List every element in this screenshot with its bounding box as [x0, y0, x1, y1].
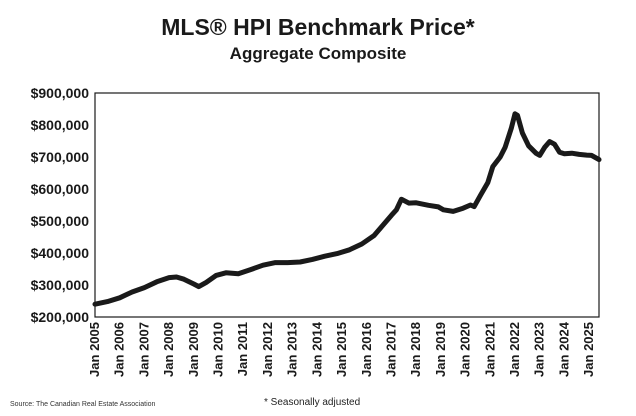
y-tick-label: $500,000 — [31, 213, 90, 229]
x-tick-label: Jan 2017 — [383, 322, 398, 377]
x-tick-label: Jan 2015 — [334, 322, 349, 377]
y-tick-label: $200,000 — [31, 309, 90, 325]
x-tick-label: Jan 2022 — [507, 322, 522, 377]
source-note: Source: The Canadian Real Estate Associa… — [10, 401, 156, 408]
y-tick-label: $700,000 — [31, 149, 90, 165]
x-tick-label: Jan 2019 — [433, 322, 448, 377]
chart-subtitle: Aggregate Composite — [229, 44, 407, 63]
x-tick-label: Jan 2012 — [260, 322, 275, 377]
plot-area-frame — [94, 92, 600, 318]
chart-title: MLS® HPI Benchmark Price* — [161, 14, 475, 40]
x-tick-label: Jan 2021 — [482, 322, 497, 377]
y-tick-label: $900,000 — [31, 85, 90, 101]
x-tick-label: Jan 2005 — [87, 322, 102, 377]
y-tick-label: $800,000 — [31, 117, 90, 133]
series-line — [92, 111, 602, 307]
x-tick-label: Jan 2023 — [532, 322, 547, 377]
x-tick-label: Jan 2014 — [309, 321, 324, 377]
x-tick-label: Jan 2016 — [359, 322, 374, 377]
x-tick-label: Jan 2011 — [235, 322, 250, 376]
x-tick-label: Jan 2008 — [161, 322, 176, 377]
y-tick-label: $600,000 — [31, 181, 90, 197]
x-tick-label: Jan 2024 — [556, 321, 571, 377]
x-tick-label: Jan 2018 — [408, 322, 423, 377]
y-tick-label: $400,000 — [31, 245, 90, 261]
series-layer — [92, 111, 602, 307]
x-tick-label: Jan 2007 — [136, 322, 151, 377]
seasonally-adjusted-note: * Seasonally adjusted — [264, 397, 361, 408]
x-tick-label: Jan 2020 — [458, 322, 473, 377]
x-tick-label: Jan 2009 — [186, 322, 201, 377]
x-axis: Jan 2005 Jan 2006 Jan 2007 Jan 2008 Jan 2009… — [87, 321, 596, 377]
y-axis: $900,000 $800,000 $700,000 $600,000 $500,000… — [31, 85, 90, 325]
y-tick-label: $300,000 — [31, 277, 90, 293]
x-tick-label: Jan 2025 — [581, 322, 596, 377]
x-tick-label: Jan 2010 — [211, 322, 226, 377]
x-tick-label: Jan 2006 — [112, 322, 127, 377]
x-tick-label: Jan 2013 — [285, 322, 300, 377]
